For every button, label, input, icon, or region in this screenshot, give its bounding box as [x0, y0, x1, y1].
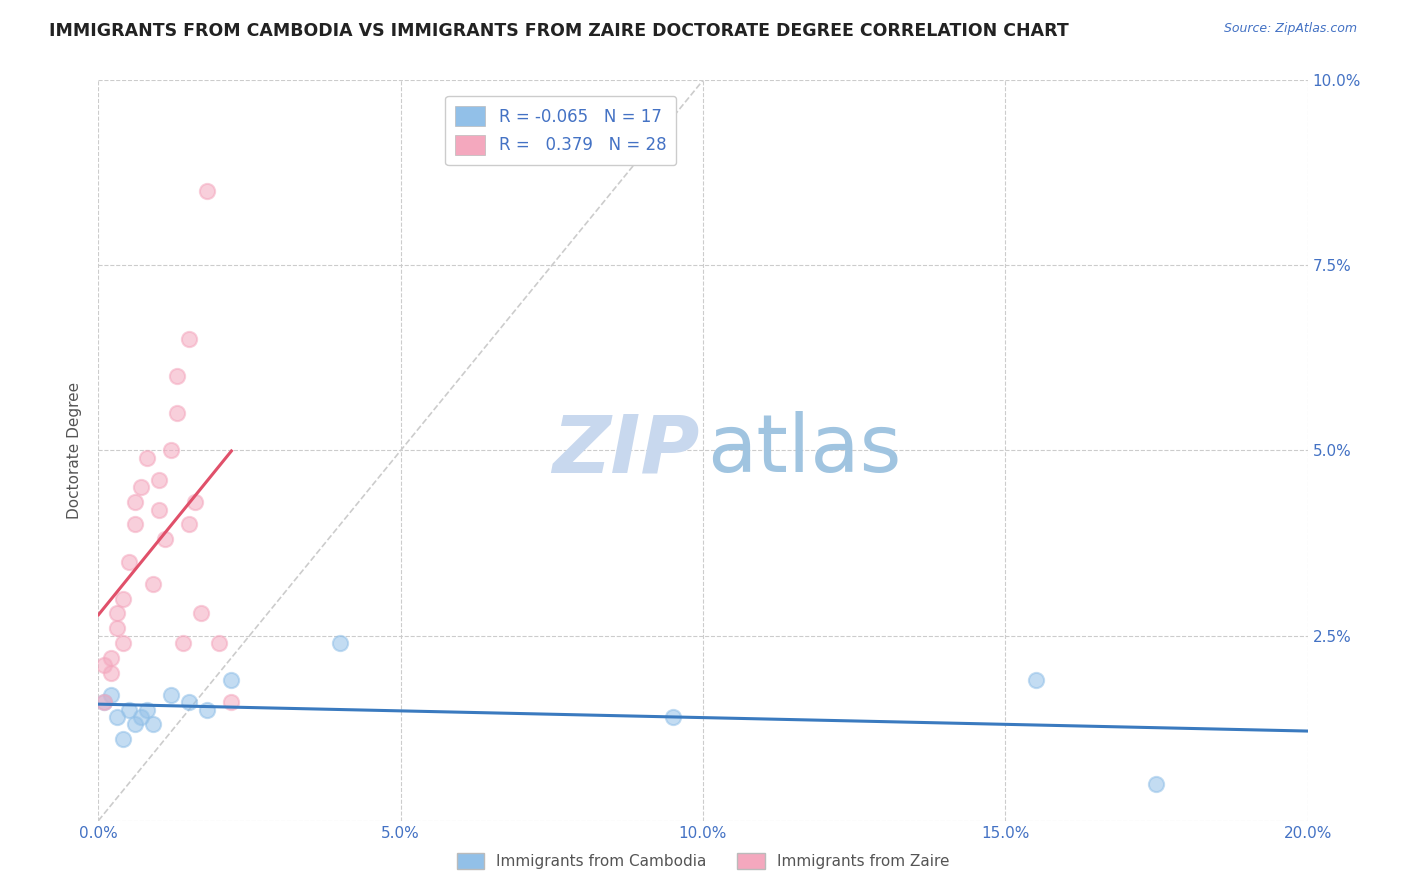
Point [111, 732, 134, 747]
Legend: R = -0.065   N = 17, R =   0.379   N = 28: R = -0.065 N = 17, R = 0.379 N = 28 [446, 96, 676, 165]
Point [100, 665, 122, 680]
Point [329, 636, 352, 650]
Text: atlas: atlas [707, 411, 901, 490]
Point [195, 703, 218, 717]
Point [153, 533, 176, 547]
Point [135, 450, 157, 465]
Point [661, 710, 683, 724]
Point [160, 688, 183, 702]
Point [179, 695, 201, 709]
Y-axis label: Doctorate Degree: Doctorate Degree [67, 382, 83, 519]
Point [208, 636, 231, 650]
Point [124, 517, 146, 532]
Point [105, 621, 128, 635]
Point [100, 650, 122, 665]
Point [129, 710, 152, 724]
Point [105, 710, 128, 724]
Point [93, 658, 115, 673]
Text: IMMIGRANTS FROM CAMBODIA VS IMMIGRANTS FROM ZAIRE DOCTORATE DEGREE CORRELATION C: IMMIGRANTS FROM CAMBODIA VS IMMIGRANTS F… [49, 22, 1069, 40]
Point [129, 481, 152, 495]
Point [124, 495, 146, 509]
Point [142, 717, 165, 731]
Legend: Immigrants from Cambodia, Immigrants from Zaire: Immigrants from Cambodia, Immigrants fro… [450, 847, 956, 875]
Point [124, 717, 146, 731]
Point [179, 517, 201, 532]
Point [111, 591, 134, 606]
Point [142, 576, 165, 591]
Point [148, 473, 170, 487]
Point [166, 407, 188, 421]
Point [160, 443, 183, 458]
Point [172, 636, 194, 650]
Text: Source: ZipAtlas.com: Source: ZipAtlas.com [1223, 22, 1357, 36]
Point [118, 554, 141, 569]
Point [1024, 673, 1046, 687]
Point [100, 688, 122, 702]
Point [93, 695, 115, 709]
Point [111, 636, 134, 650]
Point [1144, 776, 1167, 791]
Point [105, 607, 128, 621]
Point [179, 332, 201, 346]
Point [221, 695, 243, 709]
Point [195, 184, 218, 198]
Point [93, 695, 115, 709]
Point [184, 495, 207, 509]
Point [148, 502, 170, 516]
Point [190, 607, 212, 621]
Point [221, 673, 243, 687]
Text: ZIP: ZIP [553, 411, 699, 490]
Point [166, 369, 188, 384]
Point [118, 703, 141, 717]
Point [135, 703, 157, 717]
